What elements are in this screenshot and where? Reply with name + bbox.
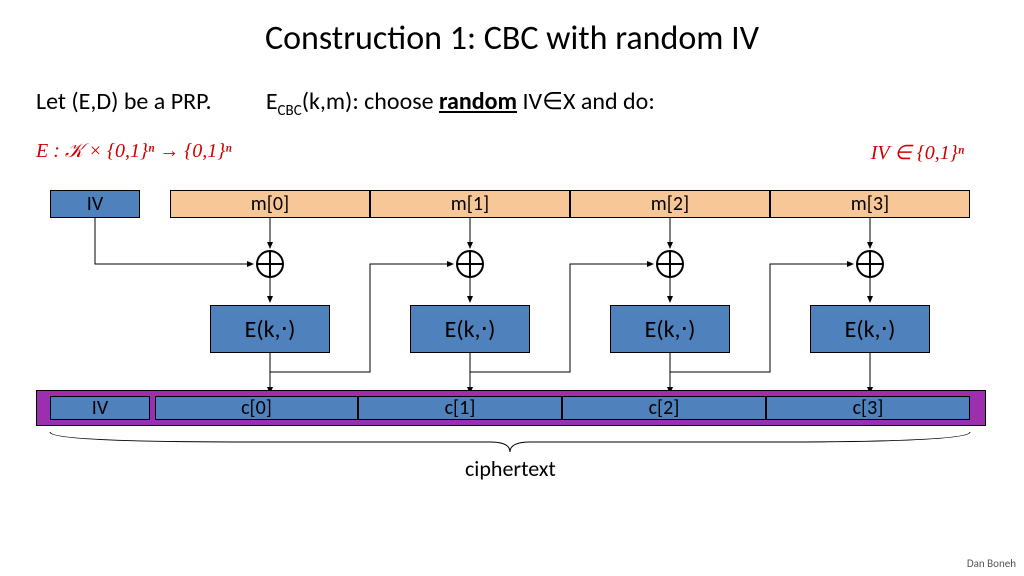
e-box-0: E(k,⋅) — [210, 305, 330, 353]
credit: Dan Boneh — [967, 557, 1016, 570]
xor-0 — [256, 250, 284, 278]
xor-3 — [856, 250, 884, 278]
e-box-1: E(k,⋅) — [410, 305, 530, 353]
subtitle-args: (k,m): choose — [302, 87, 439, 116]
subtitle-sub: CBC — [278, 102, 302, 120]
cbc-diagram: IV m[0] m[1] m[2] m[3] — [0, 190, 1024, 520]
subtitle-random: random — [439, 87, 517, 116]
xor-2 — [656, 250, 684, 278]
subtitle-prefix: Let (E,D) be a PRP. — [36, 87, 212, 116]
handwriting-iv: IV ∈ {0,1}ⁿ — [871, 140, 964, 165]
e-box-2: E(k,⋅) — [610, 305, 730, 353]
c-iv-box: IV — [50, 396, 150, 420]
e-box-3: E(k,⋅) — [810, 305, 930, 353]
subtitle: Let (E,D) be a PRP. ECBC(k,m): choose ra… — [0, 59, 1024, 120]
subtitle-e: E — [266, 87, 278, 116]
c3-box: c[3] — [766, 396, 970, 420]
c1-box: c[1] — [358, 396, 562, 420]
handwriting-e-sig: E : 𝒦 × {0,1}ⁿ → {0,1}ⁿ — [36, 140, 232, 163]
xor-1 — [456, 250, 484, 278]
page-title: Construction 1: CBC with random IV — [0, 0, 1024, 59]
c0-box: c[0] — [155, 396, 358, 420]
ciphertext-label: ciphertext — [465, 455, 556, 482]
subtitle-tail: IV∈X and do: — [517, 87, 655, 116]
c2-box: c[2] — [562, 396, 766, 420]
